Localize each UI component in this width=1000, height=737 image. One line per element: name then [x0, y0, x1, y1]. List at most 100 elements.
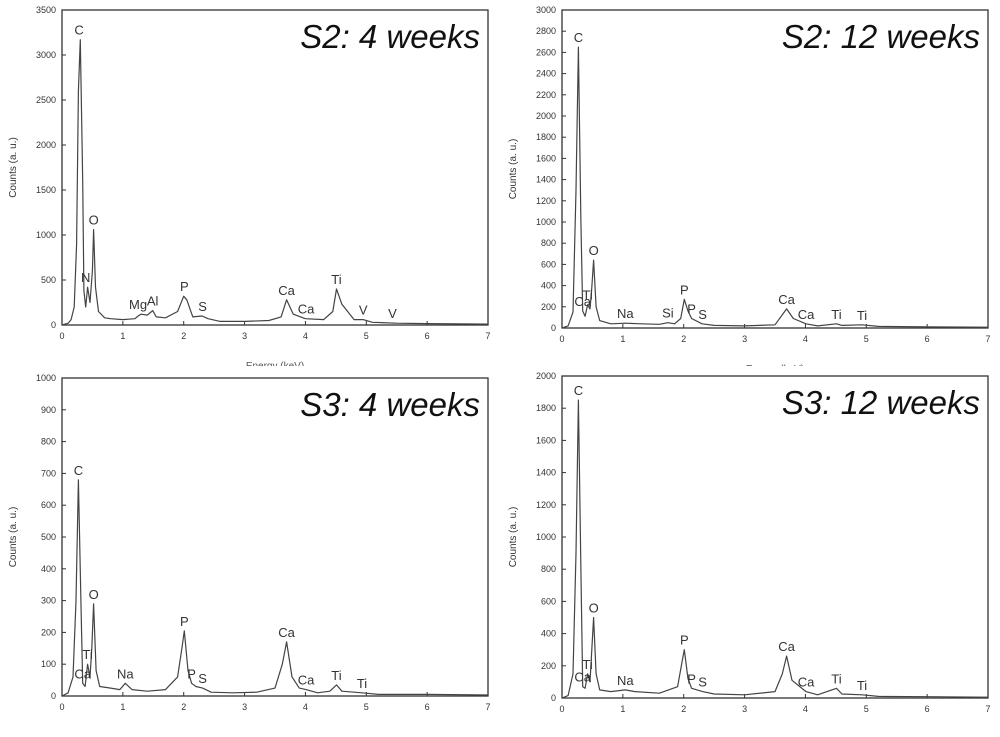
x-tick-label: 4: [303, 702, 308, 712]
spectrum-line: [61, 39, 489, 326]
y-tick-label: 0: [51, 320, 56, 330]
x-tick-label: 4: [803, 334, 808, 344]
chart-panel-s3-4weeks: 0 100 200 300 400 500 600 700 800 900 1000 0 1 2 3 4 5 6 7…: [0, 366, 500, 732]
peak-label: S: [198, 671, 207, 686]
y-axis-label: Counts (a. u.): [8, 137, 19, 198]
y-axis-label: Counts (a. u.): [508, 139, 519, 200]
spectrum-line: [61, 479, 489, 697]
x-tick-label: 0: [559, 704, 564, 714]
chart-panel-s2-12weeks: 0 200 400 600 800 1000 1200 1400 1600 1800 2000 220…: [500, 0, 1000, 375]
peak-label: Ca: [298, 673, 315, 688]
peak-label: Ti: [582, 657, 592, 672]
peak-label: Ti: [857, 678, 867, 693]
y-tick-label: 400: [41, 564, 56, 574]
peak-label: Si: [662, 306, 674, 321]
plot-frame: [561, 375, 989, 699]
peak-label: V: [359, 303, 368, 318]
chart-title: S3: 12 weeks: [782, 384, 980, 421]
spectrum-line: [561, 46, 989, 329]
x-tick-label: 0: [559, 334, 564, 344]
y-tick-label: 300: [41, 596, 56, 606]
y-tick-label: 600: [541, 596, 556, 606]
peak-label: N: [81, 270, 90, 285]
y-tick-label: 1000: [536, 532, 556, 542]
y-tick-label: 600: [541, 259, 556, 269]
chart-s3-12weeks: 0 200 400 600 800 1000 1200 1400 1600 1800 2000 0 1 2…: [508, 371, 991, 714]
chart-s3-4weeks: 0 100 200 300 400 500 600 700 800 900 1000 0 1 2 3 4 5 6 7…: [8, 373, 491, 712]
y-tick-label: 1500: [36, 185, 56, 195]
y-tick-label: 800: [541, 238, 556, 248]
y-tick-label: 700: [41, 468, 56, 478]
x-tick-label: 1: [120, 702, 125, 712]
x-tick-label: 2: [181, 331, 186, 341]
x-tick-label: 5: [864, 334, 869, 344]
peak-label: Ca: [778, 292, 795, 307]
peak-label: Ti: [82, 647, 92, 662]
y-tick-label: 2600: [536, 47, 556, 57]
y-tick-label: 2400: [536, 69, 556, 79]
peak-label: V: [388, 306, 397, 321]
peak-label: S: [698, 307, 707, 322]
x-tick-label: 4: [803, 704, 808, 714]
y-tick-label: 500: [41, 275, 56, 285]
x-tick-label: 6: [425, 331, 430, 341]
x-tick-label: 5: [364, 331, 369, 341]
peak-label: P: [687, 301, 696, 316]
peak-label: Na: [617, 673, 634, 688]
y-tick-label: 0: [51, 691, 56, 701]
x-tick-label: 3: [742, 334, 747, 344]
y-tick-label: 500: [41, 532, 56, 542]
y-tick-label: 800: [541, 564, 556, 574]
chart-s2-12weeks: 0 200 400 600 800 1000 1200 1400 1600 1800 2000 220…: [508, 5, 991, 375]
y-tick-label: 1600: [536, 153, 556, 163]
peak-label: P: [680, 282, 689, 297]
x-tick-label: 1: [120, 331, 125, 341]
peak-label: Na: [617, 306, 634, 321]
peak-label: O: [89, 213, 99, 228]
x-tick-label: 6: [425, 702, 430, 712]
x-tick-label: 5: [864, 704, 869, 714]
x-tick-label: 7: [485, 331, 490, 341]
y-tick-label: 1000: [36, 230, 56, 240]
peak-label: S: [698, 675, 707, 690]
y-tick-label: 1800: [536, 132, 556, 142]
x-tick-label: 6: [925, 704, 930, 714]
y-tick-label: 200: [41, 627, 56, 637]
plot-frame: [561, 9, 989, 329]
peak-label: Ti: [831, 307, 841, 322]
peak-label: O: [89, 587, 99, 602]
y-tick-label: 1000: [536, 217, 556, 227]
peak-label: Ti: [357, 676, 367, 691]
peak-label: C: [74, 23, 83, 38]
x-tick-label: 1: [620, 334, 625, 344]
peak-label: Ti: [331, 272, 341, 287]
chart-title: S2: 12 weeks: [782, 18, 980, 55]
peak-label: Ca: [278, 283, 295, 298]
peak-label: P: [680, 633, 689, 648]
y-tick-label: 1200: [536, 196, 556, 206]
y-tick-label: 2000: [536, 371, 556, 381]
chart-panel-s2-4weeks: 0 500 1000 1500 2000 2500 3000 3500 0 1 2 3 4 5 6 7 Coun…: [0, 0, 500, 372]
peak-label: Ca: [574, 670, 591, 685]
peak-label: Ti: [331, 668, 341, 683]
y-tick-label: 2800: [536, 26, 556, 36]
peak-label: Ca: [798, 675, 815, 690]
y-tick-label: 1000: [36, 373, 56, 383]
x-tick-label: 7: [985, 704, 990, 714]
peak-label: Ca: [574, 294, 591, 309]
peak-label: C: [74, 463, 83, 478]
x-tick-label: 0: [59, 331, 64, 341]
y-tick-label: 2500: [36, 95, 56, 105]
chart-s2-4weeks: 0 500 1000 1500 2000 2500 3000 3500 0 1 2 3 4 5 6 7 Coun…: [8, 5, 491, 372]
y-axis-label: Counts (a. u.): [8, 507, 19, 568]
peak-label: Ca: [298, 302, 315, 317]
y-tick-label: 3000: [36, 50, 56, 60]
y-tick-label: 3000: [536, 5, 556, 15]
peak-label: P: [180, 279, 189, 294]
x-tick-label: 3: [242, 702, 247, 712]
y-tick-label: 200: [541, 302, 556, 312]
peak-label: C: [574, 383, 583, 398]
y-tick-label: 1400: [536, 175, 556, 185]
x-tick-label: 4: [303, 331, 308, 341]
y-tick-label: 800: [41, 437, 56, 447]
